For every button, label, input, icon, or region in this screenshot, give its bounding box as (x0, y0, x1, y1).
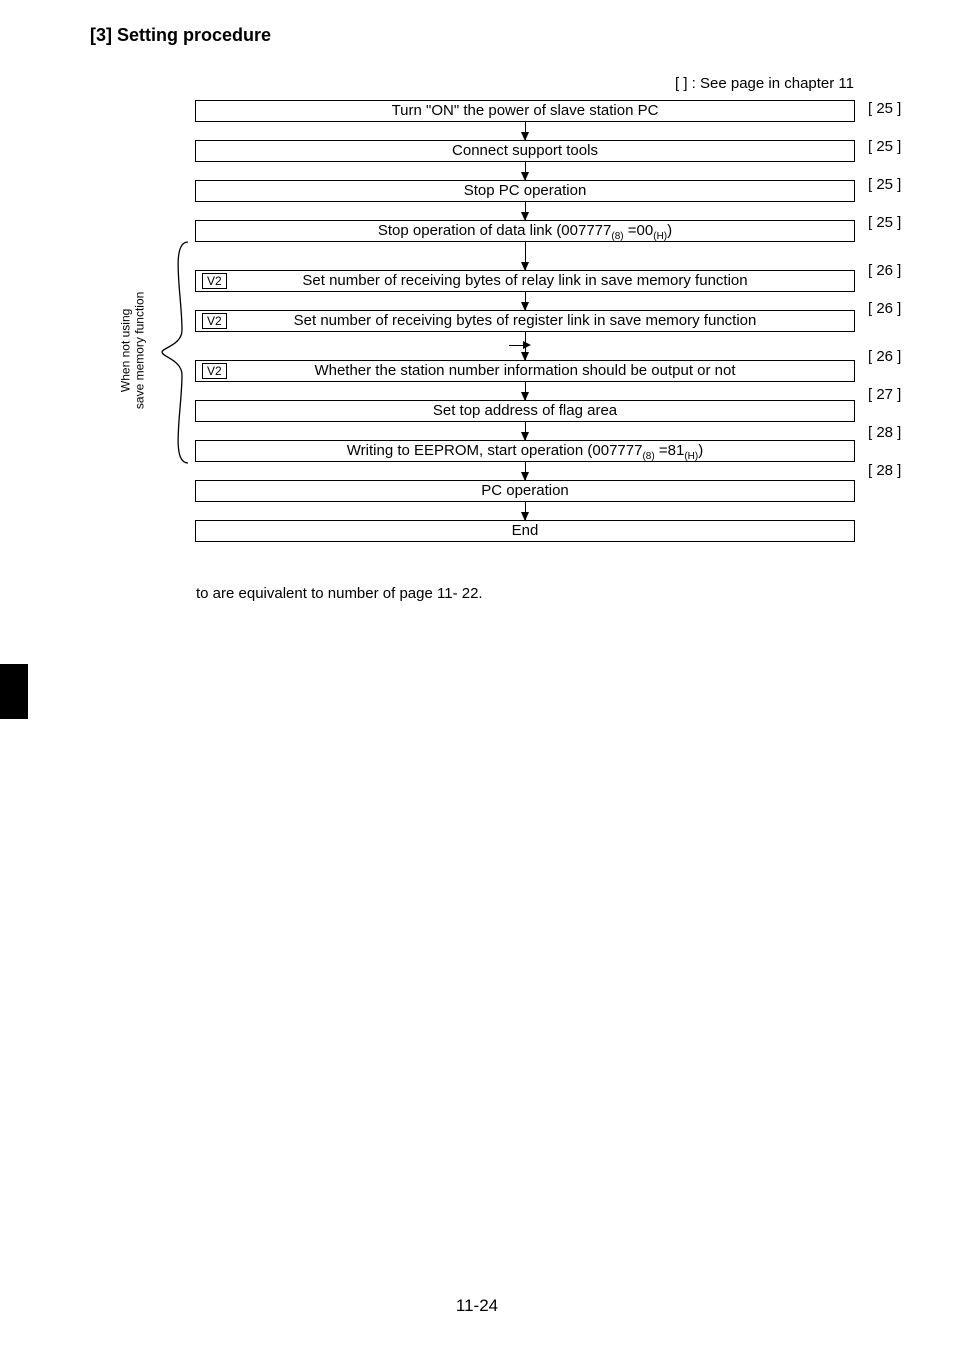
page-side-tab (0, 664, 28, 719)
flow-step-text: End (512, 522, 539, 539)
flow-step-text: Turn "ON" the power of slave station PC (392, 102, 659, 119)
version-tag: V2 (202, 271, 227, 291)
page-ref: [ 25 ] (868, 100, 901, 117)
flow-arrow (525, 422, 526, 440)
flow-arrow (525, 162, 526, 180)
side-bracket (160, 240, 188, 465)
flow-step-text: Stop operation of data link (007777(8) =… (378, 222, 672, 239)
side-label-wrap: When not usingsave memory function (124, 270, 142, 430)
flow-arrow (525, 292, 526, 310)
flow-arrow (525, 382, 526, 400)
flow-step: Writing to EEPROM, start operation (0077… (195, 440, 855, 462)
flow-step-text: Set number of receiving bytes of registe… (294, 312, 757, 329)
flow-arrow (525, 202, 526, 220)
page-ref: [ 26 ] (868, 348, 901, 365)
flow-step: Stop PC operation (195, 180, 855, 202)
footnote: to are equivalent to number of page 11- … (196, 585, 483, 602)
flow-step-text: PC operation (481, 482, 569, 499)
flow-step: Stop operation of data link (007777(8) =… (195, 220, 855, 242)
flow-step-text: Whether the station number information s… (314, 362, 735, 379)
flow-step: Connect support tools (195, 140, 855, 162)
flow-arrow (525, 462, 526, 480)
version-tag: V2 (202, 311, 227, 331)
flow-step-text: Stop PC operation (464, 182, 587, 199)
page-note: [ ] : See page in chapter 11 (675, 75, 854, 92)
flow-arrow (525, 122, 526, 140)
flow-step: End (195, 520, 855, 542)
flow-step: PC operation (195, 480, 855, 502)
flow-arrow (525, 502, 526, 520)
page-ref: [ 25 ] (868, 176, 901, 193)
flow-step: Turn "ON" the power of slave station PC (195, 100, 855, 122)
flow-step: Set top address of flag area (195, 400, 855, 422)
flow-step-text: Writing to EEPROM, start operation (0077… (347, 442, 703, 459)
page-footer: 11-24 (0, 1296, 954, 1316)
flow-step-text: Connect support tools (452, 142, 598, 159)
page-ref: [ 25 ] (868, 138, 901, 155)
page-ref: [ 28 ] (868, 424, 901, 441)
flow-step: V2 Whether the station number information… (195, 360, 855, 382)
flowchart: Turn "ON" the power of slave station PC C… (195, 100, 855, 542)
page-ref: [ 26 ] (868, 262, 901, 279)
flow-arrow (525, 242, 526, 270)
flow-arrow (525, 332, 526, 360)
version-tag: V2 (202, 361, 227, 381)
flow-step-text: Set top address of flag area (433, 402, 617, 419)
flow-step: V2 Set number of receiving bytes of relay… (195, 270, 855, 292)
page-ref: [ 26 ] (868, 300, 901, 317)
side-label: When not usingsave memory function (119, 291, 148, 408)
page-ref: [ 25 ] (868, 214, 901, 231)
page-ref: [ 27 ] (868, 386, 901, 403)
flow-step: V2 Set number of receiving bytes of regis… (195, 310, 855, 332)
section-heading: [3] Setting procedure (90, 25, 271, 46)
flow-step-text: Set number of receiving bytes of relay l… (302, 272, 747, 289)
page-ref: [ 28 ] (868, 462, 901, 479)
